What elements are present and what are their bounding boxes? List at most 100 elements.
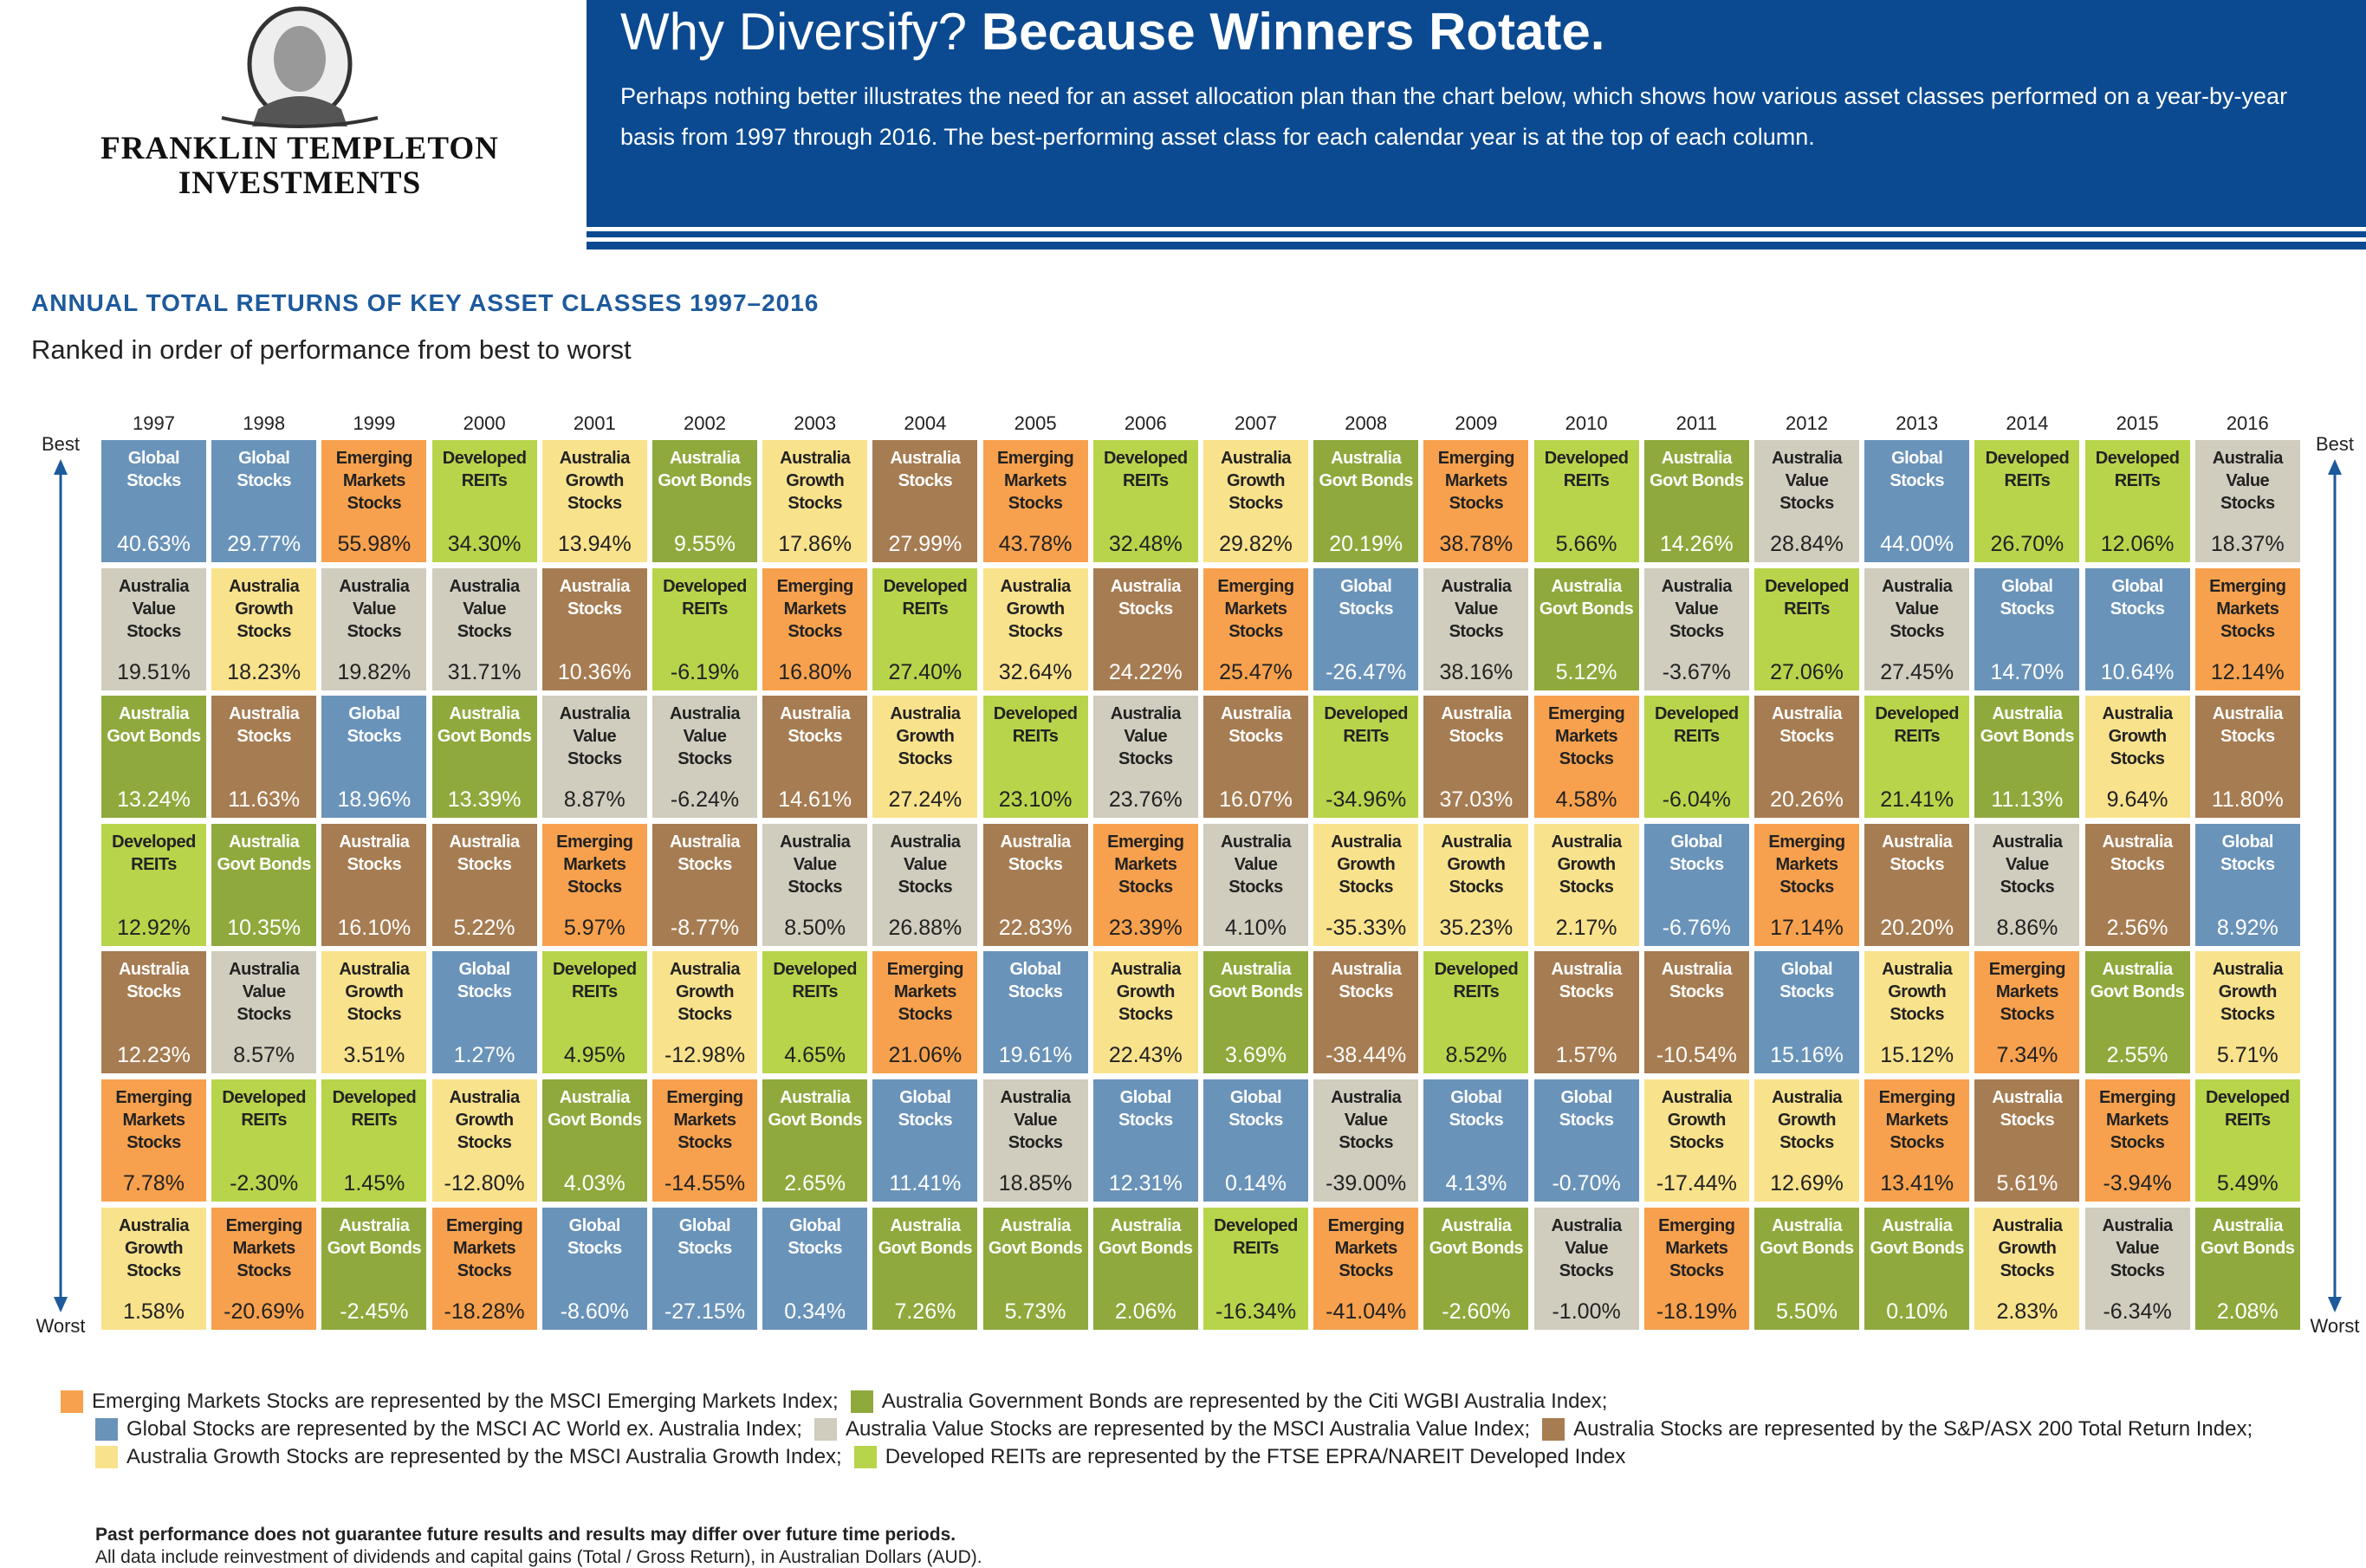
return-value: 20.19%	[1329, 532, 1403, 556]
asset-label: Australia Growth Stocks	[1331, 832, 1402, 897]
asset-label: Australia Stocks	[1992, 1088, 2063, 1130]
cell: Australia Growth Stocks 35.23%	[1423, 823, 1529, 946]
return-value: 31.71%	[447, 659, 522, 684]
asset-label: Global Stocks	[2220, 832, 2275, 874]
asset-label: Emerging Markets Stocks	[1768, 832, 1845, 897]
return-value: 2.65%	[784, 1171, 846, 1195]
return-value: 29.82%	[1219, 532, 1293, 556]
asset-label: Australia Growth Stocks	[339, 960, 410, 1025]
return-value: -26.47%	[1326, 659, 1407, 684]
return-value: 2.56%	[2106, 915, 2168, 940]
legend-item: Australia Government Bonds are represent…	[850, 1390, 1608, 1414]
asset-label: Australia Govt Bonds	[1429, 1215, 1524, 1258]
cell: Global Stocks 12.31%	[1092, 1079, 1198, 1202]
return-value: -6.24%	[670, 787, 740, 813]
asset-label: Australia Growth Stocks	[1771, 1088, 1843, 1152]
legend-text: Australia Growth Stocks are represented …	[126, 1445, 842, 1468]
cell: Australia Growth Stocks 3.51%	[321, 951, 427, 1074]
legend-item: Global Stocks are represented by the MSC…	[95, 1417, 802, 1442]
cell: Australia Stocks 14.61%	[762, 696, 868, 819]
asset-label: Emerging Markets Stocks	[115, 1088, 192, 1152]
cell: Emerging Markets Stocks 38.78%	[1423, 440, 1529, 562]
header-title: Why Diversify? Because Winners Rotate.	[620, 2, 1604, 62]
cell: Australia Govt Bonds -2.60%	[1423, 1207, 1529, 1330]
return-value: 2.83%	[1996, 1299, 2058, 1324]
return-value: 27.40%	[888, 659, 963, 684]
cell: Australia Stocks 16.07%	[1203, 696, 1308, 819]
asset-label: Global Stocks	[1559, 1088, 1614, 1130]
asset-label: Global Stocks	[677, 1215, 732, 1258]
return-value: 7.34%	[1996, 1043, 2058, 1068]
asset-label: Australia Value Stocks	[780, 832, 851, 897]
asset-label: Australia Govt Bonds	[988, 1215, 1083, 1258]
return-value: -10.54%	[1656, 1043, 1737, 1068]
cell: Developed REITs 4.95%	[541, 951, 647, 1074]
asset-label: Australia Value Stocks	[559, 704, 631, 769]
return-value: 7.26%	[894, 1299, 956, 1324]
cell: Developed REITs 27.06%	[1754, 567, 1859, 690]
asset-label: Global Stocks	[898, 1088, 953, 1130]
return-value: 43.78%	[998, 532, 1073, 556]
cell: Global Stocks -8.60%	[541, 1207, 647, 1330]
legend-text: Australia Government Bonds are represent…	[881, 1390, 1608, 1413]
cell: Global Stocks 0.34%	[762, 1207, 868, 1330]
year-label: 2012	[1786, 412, 1828, 434]
cell: Emerging Markets Stocks 7.34%	[1974, 951, 2080, 1074]
return-value: 4.95%	[563, 1043, 626, 1068]
return-value: 4.13%	[1445, 1171, 1507, 1195]
asset-label: Australia Stocks	[1000, 832, 1072, 874]
cell: Australia Growth Stocks 22.43%	[1092, 951, 1198, 1074]
return-value: 55.98%	[337, 532, 412, 556]
asset-label: Emerging Markets Stocks	[225, 1215, 303, 1280]
cell: Australia Govt Bonds 9.55%	[652, 440, 757, 562]
year-label: 2008	[1345, 412, 1388, 434]
asset-label: Developed REITs	[1985, 449, 2070, 490]
cell: Emerging Markets Stocks 43.78%	[982, 440, 1088, 562]
return-value: -12.80%	[444, 1171, 525, 1195]
legend: Emerging Markets Stocks are represented …	[61, 1390, 2313, 1469]
cell: Global Stocks 10.64%	[2084, 567, 2190, 690]
asset-label: Australia Stocks	[229, 704, 300, 747]
return-value: 16.07%	[1219, 787, 1293, 813]
asset-label: Australia Growth Stocks	[890, 704, 961, 769]
return-value: 5.49%	[2216, 1171, 2278, 1195]
asset-label: Developed REITs	[993, 704, 1078, 747]
cell: Developed REITs 26.70%	[1974, 440, 2080, 562]
cell: Global Stocks 1.27%	[431, 951, 537, 1074]
asset-label: Global Stocks	[2000, 576, 2055, 619]
asset-label: Australia Stocks	[1220, 704, 1292, 747]
return-value: -2.45%	[340, 1299, 409, 1324]
asset-label: Australia Value Stocks	[1000, 1088, 1072, 1152]
legend-swatch	[853, 1446, 877, 1468]
asset-label: Australia Growth Stocks	[669, 960, 741, 1025]
legend-item: Emerging Markets Stocks are represented …	[61, 1390, 839, 1414]
cell: Australia Value Stocks 19.82%	[321, 567, 427, 690]
asset-label: Australia Growth Stocks	[118, 1215, 190, 1280]
cell: Australia Growth Stocks -12.98%	[652, 951, 757, 1074]
asset-label: Australia Govt Bonds	[548, 1088, 642, 1130]
cell: Emerging Markets Stocks 7.78%	[101, 1079, 206, 1202]
asset-label: Australia Growth Stocks	[1220, 449, 1292, 513]
return-value: 1.58%	[123, 1299, 185, 1324]
asset-label: Australia Value Stocks	[1882, 576, 1953, 641]
return-value: 4.65%	[784, 1043, 846, 1068]
return-value: -6.76%	[1662, 915, 1731, 940]
return-value: -14.55%	[664, 1171, 746, 1195]
asset-label: Emerging Markets Stocks	[1658, 1215, 1735, 1280]
cell: Australia Value Stocks 8.57%	[211, 951, 317, 1074]
cell: Global Stocks 4.13%	[1423, 1079, 1529, 1202]
return-value: -6.19%	[670, 659, 740, 684]
cell: Developed REITs 27.40%	[872, 567, 978, 690]
cell: Australia Growth Stocks 15.12%	[1864, 951, 1970, 1074]
cell: Australia Growth Stocks 9.64%	[2084, 696, 2190, 819]
asset-label: Global Stocks	[1890, 449, 1944, 490]
asset-label: Australia Govt Bonds	[1539, 576, 1634, 619]
return-value: 11.13%	[1991, 787, 2064, 813]
return-value: 15.12%	[1880, 1043, 1954, 1068]
footnote: Past performance does not guarantee futu…	[95, 1525, 956, 1545]
year-label: 2002	[684, 412, 726, 434]
return-value: 19.51%	[117, 659, 191, 684]
asset-label: Emerging Markets Stocks	[776, 576, 854, 641]
return-value: 10.64%	[2100, 659, 2175, 684]
asset-label: Global Stocks	[347, 704, 402, 747]
